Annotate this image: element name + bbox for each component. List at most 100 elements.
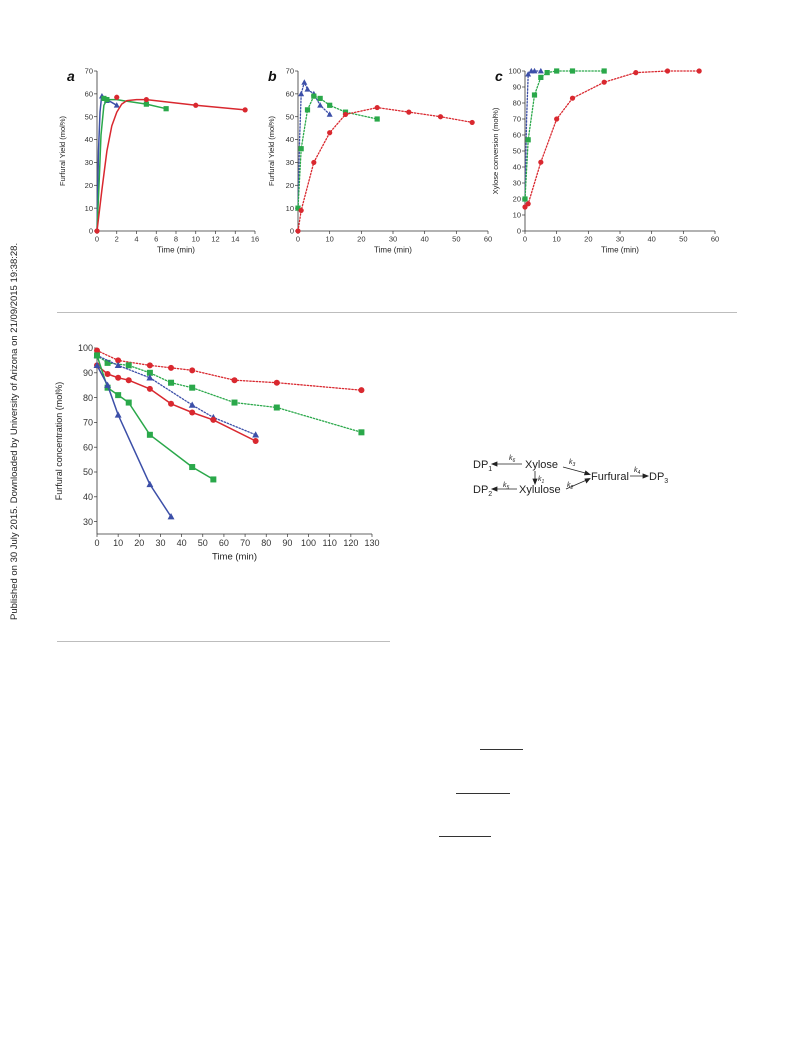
y-tick-label: 40 — [85, 135, 93, 144]
data-point — [146, 480, 154, 488]
data-point — [113, 102, 120, 108]
data-point — [168, 364, 175, 371]
data-point — [146, 362, 153, 369]
dp2-label: DP2 — [473, 484, 492, 498]
x-tick-label: 8 — [174, 235, 178, 244]
equation-fraction-bar-3 — [439, 836, 491, 837]
data-point — [531, 67, 538, 74]
data-point — [317, 102, 324, 108]
data-point — [104, 381, 112, 388]
x-tick-label: 110 — [323, 538, 337, 548]
axes: 0 10 20 30 40 50 60 0 10 20 30 40 50 60 70 80 90 100 Time … — [491, 67, 719, 255]
y-tick-label: 100 — [78, 343, 93, 353]
series-line — [297, 106, 473, 232]
data-point — [311, 93, 317, 99]
y-tick-label: 10 — [513, 211, 521, 220]
dp1-label: DP1 — [473, 459, 492, 473]
y-tick-label: 20 — [286, 181, 294, 190]
data-point — [114, 94, 120, 100]
data-point — [304, 107, 311, 113]
y-tick-label: 60 — [83, 442, 93, 452]
x-tick-label: 80 — [261, 538, 271, 548]
data-point — [525, 201, 531, 207]
data-point — [146, 369, 153, 376]
data-point — [167, 513, 175, 520]
data-point — [104, 371, 111, 378]
x-tick-label: 10 — [325, 235, 333, 244]
x-tick-label: 60 — [484, 235, 492, 244]
y-tick-label: 30 — [513, 179, 521, 188]
scheme-svg: DP1 k6 Xylose k3 Furfural k4 DP3 k1 DP2 … — [473, 455, 668, 498]
x-tick-label: 70 — [240, 538, 250, 548]
k2-label: k2 — [567, 482, 574, 491]
data-point — [189, 409, 196, 416]
data-point — [231, 377, 238, 384]
series-red-dotted — [94, 347, 365, 394]
data-point — [273, 379, 280, 386]
x-tick-label: 40 — [647, 235, 655, 244]
series-green-dotted — [94, 352, 365, 436]
y-axis-label: Furfural Yield (mol%) — [267, 115, 276, 186]
y-tick-label: 0 — [290, 227, 294, 236]
arrowhead-xylulose — [532, 478, 538, 486]
x-tick-label: 90 — [282, 538, 292, 548]
panel-label: c — [495, 68, 503, 84]
y-tick-label: 80 — [83, 393, 93, 403]
data-point — [406, 109, 412, 115]
data-point — [189, 367, 196, 374]
data-point — [143, 96, 149, 103]
data-point — [189, 464, 196, 471]
data-point — [298, 207, 304, 214]
data-point — [143, 101, 149, 107]
x-tick-label: 0 — [296, 235, 300, 244]
data-point — [311, 159, 317, 166]
data-point — [554, 68, 560, 74]
y-axis-label: Furfural concentration (mol%) — [54, 382, 64, 501]
data-point — [358, 387, 365, 394]
y-tick-label: 80 — [513, 99, 521, 108]
y-tick-label: 50 — [85, 112, 93, 121]
x-tick-label: 10 — [552, 235, 560, 244]
dp3-label: DP3 — [649, 471, 668, 485]
data-point — [146, 431, 153, 438]
data-point — [327, 130, 333, 136]
x-axis-label: Time (min) — [374, 246, 412, 255]
data-point — [193, 102, 199, 108]
data-point — [633, 70, 639, 76]
data-point — [569, 95, 576, 101]
series-line — [297, 81, 331, 209]
k4-label: k4 — [634, 467, 641, 476]
series-line — [96, 365, 172, 518]
y-tick-label: 30 — [83, 517, 93, 527]
data-point — [569, 68, 576, 74]
data-point — [114, 411, 122, 418]
data-point — [358, 429, 365, 436]
x-tick-label: 10 — [113, 538, 123, 548]
data-point — [252, 431, 260, 438]
data-point — [374, 104, 380, 111]
x-tick-label: 4 — [134, 235, 138, 244]
series-red-solid — [94, 362, 259, 444]
y-tick-label: 70 — [286, 67, 294, 76]
x-tick-label: 50 — [679, 235, 687, 244]
k1-label: k1 — [538, 476, 545, 485]
x-tick-label: 120 — [343, 538, 358, 548]
data-point — [188, 401, 196, 408]
data-point — [469, 119, 475, 126]
reaction-scheme: DP1 k6 Xylose k3 Furfural k4 DP3 k1 DP2 … — [465, 448, 685, 498]
data-point — [298, 90, 305, 97]
x-axis-label: Time (min) — [212, 551, 257, 562]
y-axis-label: Furfural Yield (mol%) — [58, 115, 67, 186]
chart-concentration: 0 10 20 30 40 50 60 70 80 90 100 110 120 130 30 40 50 60 7… — [54, 343, 380, 562]
y-tick-label: 50 — [513, 147, 521, 156]
data-point — [374, 116, 380, 122]
x-tick-label: 16 — [251, 235, 259, 244]
data-point — [252, 438, 259, 444]
data-point — [554, 116, 560, 122]
series-red-solid — [94, 94, 248, 234]
x-tick-label: 12 — [211, 235, 219, 244]
data-point — [115, 357, 122, 364]
data-point — [94, 352, 100, 359]
series-line — [297, 95, 378, 209]
data-point — [304, 86, 311, 92]
